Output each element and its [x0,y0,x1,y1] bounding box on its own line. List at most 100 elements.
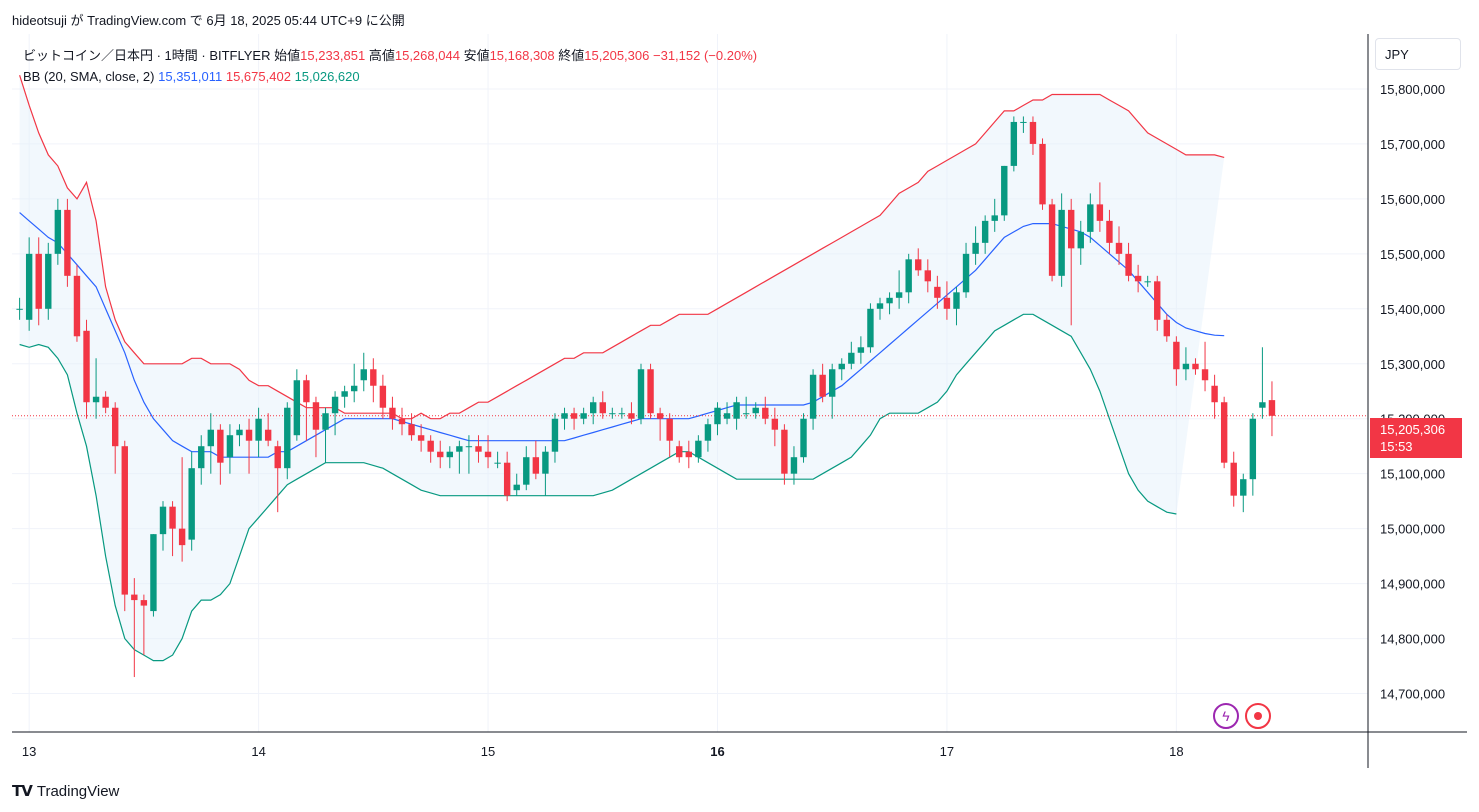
record-icon[interactable] [1245,703,1271,729]
candle [484,435,492,469]
candle-body [188,468,195,540]
price-scale[interactable]: 15,800,000 15,700,000 15,600,000 15,500,000… [1380,82,1445,702]
candle-body [64,209,71,276]
candle [570,407,578,430]
time-scale[interactable]: 13 14 15 16 17 18 [22,744,1184,759]
high-label: 高値 [368,48,395,63]
price-tick-label: 14,800,000 [1380,632,1445,647]
candle [25,237,33,331]
candle [924,259,931,293]
candle-body [523,457,530,485]
candle-body [1134,275,1142,282]
candle [188,451,195,551]
candle-body [112,407,119,447]
candle [762,396,769,425]
candle [523,446,530,491]
candle-body [159,506,167,535]
candle-body [762,407,769,419]
candle [1230,451,1237,507]
time-tick-label: 15 [481,744,495,759]
candle [370,358,377,403]
candle [685,440,692,469]
candle-body [934,286,941,298]
candle [1077,220,1084,265]
price-tick-label: 15,300,000 [1380,357,1445,372]
candle [494,451,501,469]
candle [676,440,683,463]
candle-body [876,303,884,309]
candle-body [150,534,157,612]
candle-body [398,418,406,425]
symbol-title[interactable]: ビットコイン／日本円 · 1時間 · BITFLYER [23,48,271,63]
candle-body [1058,209,1065,276]
candle [943,281,951,320]
candle-body [819,374,826,397]
candle-body [972,242,979,254]
candle [714,402,721,436]
candle-body [341,391,348,397]
candle-body [1001,165,1008,216]
candle-body [1096,204,1104,221]
candle [264,413,272,447]
candle-body [580,413,587,419]
candle-body [503,462,511,496]
candle [590,396,597,425]
candle-body [226,435,234,458]
candle-body [1077,231,1084,249]
candle-body [408,424,415,436]
price-tick-label: 15,000,000 [1380,522,1445,537]
currency-button[interactable]: JPY [1375,38,1461,70]
candle [83,319,90,419]
candle-body [35,253,42,309]
candle [609,407,616,419]
candle [742,396,750,419]
candle [150,534,157,617]
candle-body [714,407,721,425]
candle-body [274,446,281,469]
candle-body [656,413,664,419]
candle-body [140,600,148,606]
candle [666,413,673,458]
candle-body [264,429,272,441]
candle-body [1201,369,1209,381]
candle [226,424,234,474]
candle-body [542,451,549,474]
brand[interactable]: 𝗧𝗩 TradingView [12,782,120,801]
candle [446,446,453,469]
time-tick-label: 16 [710,744,724,759]
candle [178,457,186,562]
price-tick-label: 15,100,000 [1380,467,1445,482]
candle [895,270,903,309]
bb-upper-line [19,75,1225,420]
candle-body [742,413,750,415]
bb-upper-value: 15,675,402 [225,69,291,84]
price-tick-label: 15,600,000 [1380,192,1445,207]
lightning-icon[interactable]: ϟ [1213,703,1239,729]
candle [628,402,635,425]
brand-name: TradingView [36,782,120,800]
candle-body [1068,209,1075,249]
candle [1010,116,1018,172]
bb-indicator-label[interactable]: BB (20, SMA, close, 2) [23,69,155,84]
candle-body [73,275,81,337]
candle [121,440,128,612]
candle [1182,347,1190,381]
candle-body [83,330,90,403]
candle-body [312,402,320,430]
candle [1115,226,1123,265]
candle [981,215,989,254]
candle [1192,358,1199,375]
candle [532,440,540,480]
candle-body [1249,418,1257,480]
candle-body [647,369,654,414]
candle-body [915,259,922,271]
candle-body [131,594,138,601]
candle [819,363,826,403]
candle-body [16,308,23,310]
candle [1201,341,1209,392]
candle-body [236,429,243,436]
candle [1029,116,1037,155]
candle [618,407,626,419]
candle-body [178,528,186,546]
candle [207,413,214,474]
